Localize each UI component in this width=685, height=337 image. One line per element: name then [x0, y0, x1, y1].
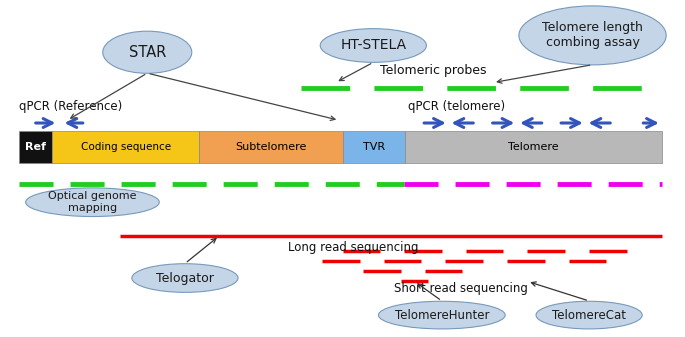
Text: HT-STELA: HT-STELA — [340, 38, 406, 53]
Bar — [52, 131, 199, 163]
Ellipse shape — [378, 301, 505, 329]
Text: TVR: TVR — [363, 143, 385, 152]
Ellipse shape — [321, 29, 426, 62]
Text: STAR: STAR — [129, 45, 166, 60]
Text: qPCR (Reference): qPCR (Reference) — [19, 100, 123, 113]
Text: Telomere length
combing assay: Telomere length combing assay — [542, 21, 643, 50]
Ellipse shape — [26, 188, 159, 216]
Text: Ref: Ref — [25, 143, 46, 152]
Text: Optical genome
mapping: Optical genome mapping — [48, 191, 137, 213]
Text: Long read sequencing: Long read sequencing — [288, 241, 419, 254]
Text: Telogator: Telogator — [156, 272, 214, 284]
Ellipse shape — [519, 6, 666, 65]
Text: TelomereHunter: TelomereHunter — [395, 309, 489, 321]
Text: Short read sequencing: Short read sequencing — [394, 282, 527, 295]
Text: Coding sequence: Coding sequence — [81, 143, 171, 152]
Text: Telomere: Telomere — [508, 143, 558, 152]
Bar — [343, 131, 405, 163]
Bar — [199, 131, 343, 163]
Text: Subtelomere: Subtelomere — [236, 143, 307, 152]
Text: qPCR (telomere): qPCR (telomere) — [408, 100, 505, 113]
Text: Telomeric probes: Telomeric probes — [380, 64, 486, 77]
Bar — [19, 131, 52, 163]
Text: TelomereCat: TelomereCat — [552, 309, 626, 321]
Ellipse shape — [103, 31, 192, 73]
Ellipse shape — [132, 264, 238, 293]
Bar — [405, 131, 662, 163]
Ellipse shape — [536, 301, 642, 329]
